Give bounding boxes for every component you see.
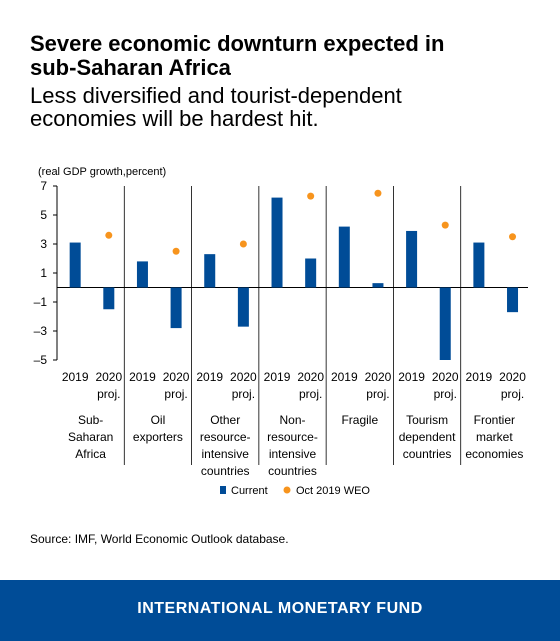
x-period-label: 2020	[95, 370, 122, 384]
bar-current-2019	[473, 242, 485, 288]
chart-subtitle: Less diversified and tourist-dependent e…	[30, 84, 530, 130]
y-tick-label: –5	[34, 353, 48, 367]
bar-current-2019	[136, 261, 148, 288]
group-label: Non-	[279, 413, 305, 427]
weo-point	[239, 240, 247, 248]
source-note: Source: IMF, World Economic Outlook data…	[30, 532, 289, 546]
weo-point	[374, 189, 382, 197]
group-label: countries	[268, 464, 317, 478]
x-proj-label: proj.	[164, 387, 187, 401]
group-label: market	[476, 430, 513, 444]
x-proj-label: proj.	[299, 387, 322, 401]
x-proj-label: proj.	[97, 387, 120, 401]
y-tick-label: 1	[40, 266, 47, 280]
x-period-label: 2020	[365, 370, 392, 384]
x-proj-label: proj.	[434, 387, 457, 401]
group-label: Frontier	[474, 413, 515, 427]
bar-current-2019	[204, 254, 216, 288]
bar-current-2019	[406, 230, 418, 288]
group-label: exporters	[133, 430, 183, 444]
x-period-label: 2019	[264, 370, 291, 384]
x-period-label: 2020	[432, 370, 459, 384]
group-label: resource-	[200, 430, 251, 444]
weo-point	[509, 233, 517, 241]
x-proj-label: proj.	[501, 387, 524, 401]
title-line-1: Severe economic downturn expected in	[30, 31, 445, 56]
bar-current-2019	[69, 242, 81, 288]
x-period-label: 2019	[466, 370, 493, 384]
y-tick-label: 5	[40, 208, 47, 222]
y-axis-label: (real GDP growth,percent)	[38, 166, 166, 178]
subtitle-line-2: economies will be hardest hit.	[30, 106, 319, 131]
x-period-label: 2019	[331, 370, 358, 384]
group-label: countries	[201, 464, 250, 478]
legend-label-weo: Oct 2019 WEO	[296, 485, 370, 497]
x-period-label: 2019	[196, 370, 223, 384]
bar-current-2019	[338, 226, 350, 288]
weo-point	[441, 221, 449, 229]
title-line-2: sub-Saharan Africa	[30, 55, 231, 80]
group-label: intensive	[269, 447, 317, 461]
legend-label-current: Current	[231, 485, 268, 497]
group-label: Other	[210, 413, 240, 427]
group-label: Oil	[151, 413, 166, 427]
subtitle-line-1: Less diversified and tourist-dependent	[30, 83, 402, 108]
x-period-label: 2019	[398, 370, 425, 384]
bar-chart: (real GDP growth,percent)7 5 3 1 –1 –3 –5 2019 2…	[34, 166, 528, 497]
bar-current-2020	[439, 287, 451, 360]
group-label: economies	[465, 447, 523, 461]
group-label: Tourism	[406, 413, 448, 427]
x-proj-label: proj.	[366, 387, 389, 401]
x-proj-label: proj.	[232, 387, 255, 401]
weo-point	[307, 192, 315, 200]
chart-title: Severe economic downturn expected in sub…	[30, 32, 530, 80]
weo-point	[105, 231, 113, 239]
group-label: resource-	[267, 430, 318, 444]
bar-current-2020	[507, 287, 519, 313]
x-period-label: 2020	[163, 370, 190, 384]
group-label: intensive	[202, 447, 250, 461]
bar-current-2020	[170, 287, 182, 329]
bar-current-2020	[103, 287, 115, 310]
bar-current-2020	[237, 287, 249, 327]
group-label: Sub-	[78, 413, 103, 427]
x-period-label: 2019	[62, 370, 89, 384]
y-tick-label: 7	[40, 179, 47, 193]
bar-current-2020	[372, 283, 384, 288]
bar-current-2019	[271, 197, 283, 288]
legend-swatch-weo	[283, 486, 291, 494]
group-label: Africa	[75, 447, 106, 461]
x-period-label: 2019	[129, 370, 156, 384]
y-tick-label: 3	[40, 237, 47, 251]
y-tick-label: –3	[34, 324, 48, 338]
group-label: Fragile	[341, 413, 378, 427]
bar-current-2020	[305, 258, 317, 288]
footer-banner: INTERNATIONAL MONETARY FUND	[0, 580, 560, 641]
x-period-label: 2020	[499, 370, 526, 384]
legend-swatch-current	[220, 486, 226, 494]
y-tick-label: –1	[34, 295, 48, 309]
x-period-label: 2020	[297, 370, 324, 384]
group-label: Saharan	[68, 430, 113, 444]
group-label: countries	[403, 447, 452, 461]
x-period-label: 2020	[230, 370, 257, 384]
weo-point	[172, 247, 180, 255]
group-label: dependent	[399, 430, 456, 444]
